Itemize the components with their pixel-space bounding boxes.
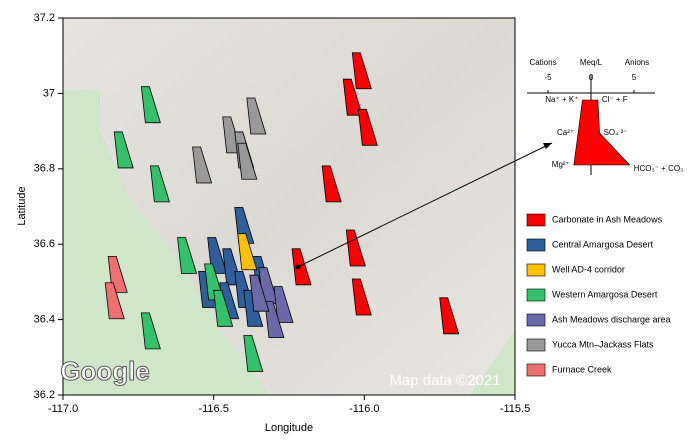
y-tick-label: 37.2 — [34, 12, 55, 24]
legend-label: Well AD-4 corridor — [552, 264, 625, 274]
legend-swatch — [526, 238, 546, 252]
y-tick-label: 36.8 — [34, 163, 55, 175]
inset-tick-label: 0 — [589, 73, 594, 82]
legend-swatch — [526, 263, 546, 277]
stiff-diagram — [192, 146, 213, 184]
stiff-diagram — [237, 233, 258, 271]
x-tick-label: -116.0 — [349, 403, 379, 415]
inset-tick-label: 5 — [632, 73, 637, 82]
callout-arrow — [297, 142, 553, 268]
stiff-diagram — [140, 86, 161, 124]
callout-dot — [295, 264, 301, 270]
stiff-diagram — [243, 335, 264, 372]
y-axis-label: Latitude — [16, 186, 28, 225]
x-tick-label: -117.0 — [48, 403, 78, 415]
stiff-diagram — [113, 131, 134, 169]
legend-label: Furnace Creek — [552, 364, 612, 374]
inset-title: Anions — [625, 58, 649, 67]
stiff-diagram — [177, 237, 198, 274]
stiff-diagram — [149, 165, 170, 203]
arrow-head — [543, 143, 552, 149]
legend-swatch — [526, 363, 546, 377]
stiff-diagram — [237, 142, 258, 180]
inset-tick-label: -5 — [544, 73, 552, 82]
inset-title: Meq/L — [580, 58, 603, 67]
stiff-diagram — [351, 278, 372, 316]
stiff-diagram — [249, 274, 270, 312]
stiff-diagram — [357, 108, 378, 146]
stiff-diagram — [213, 289, 234, 327]
stiff-diagram — [351, 52, 372, 90]
map-attribution: Map data ©2021 — [389, 372, 500, 389]
x-tick-label: -115.5 — [500, 403, 530, 415]
inset-ion-label: Na⁺ + K⁺ — [545, 95, 578, 104]
stiff-diagram — [104, 282, 125, 320]
legend-label: Carbonate in Ash Meadows — [552, 214, 663, 224]
legend-swatch — [526, 313, 546, 327]
map-lowland — [470, 330, 515, 395]
stiff-diagram — [345, 229, 366, 267]
inset-stiff — [573, 99, 631, 166]
legend-swatch — [526, 213, 546, 227]
stiff-diagram — [273, 286, 294, 323]
inset-ion-label: SO₄ ²⁻ — [604, 128, 628, 137]
inset-ion-label: HCO₃⁻ + CO₃ — [634, 164, 684, 173]
legend-label: Ash Meadows discharge area — [552, 314, 671, 324]
legend-label: Central Amargosa Desert — [552, 239, 654, 249]
stiff-diagram — [439, 297, 460, 335]
legend-label: Yucca Mtn–Jackass Flats — [552, 339, 654, 349]
y-tick-label: 36.6 — [34, 238, 55, 250]
stiff-diagram — [264, 301, 285, 339]
legend-swatch — [526, 338, 546, 352]
inset-ion-label: Mg²⁺ — [552, 160, 570, 169]
inset-ion-label: Cl⁻ + F — [602, 95, 628, 104]
legend-swatch — [526, 288, 546, 302]
google-logo: Google — [60, 356, 150, 386]
stiff-diagram — [321, 165, 342, 203]
stiff-diagram — [140, 312, 161, 350]
y-tick-label: 37 — [43, 87, 55, 99]
legend-label: Western Amargosa Desert — [552, 289, 658, 299]
inset-ion-label: Ca²⁺ — [557, 128, 574, 137]
plot-frame — [62, 17, 516, 396]
y-tick-label: 36.4 — [34, 314, 55, 326]
y-tick-label: 36.2 — [34, 389, 55, 401]
x-tick-label: -116.5 — [198, 403, 228, 415]
stiff-diagram — [246, 97, 267, 135]
stiff-diagram — [291, 248, 312, 286]
x-axis-label: Longitude — [265, 422, 313, 434]
inset-title: Cations — [529, 58, 556, 67]
